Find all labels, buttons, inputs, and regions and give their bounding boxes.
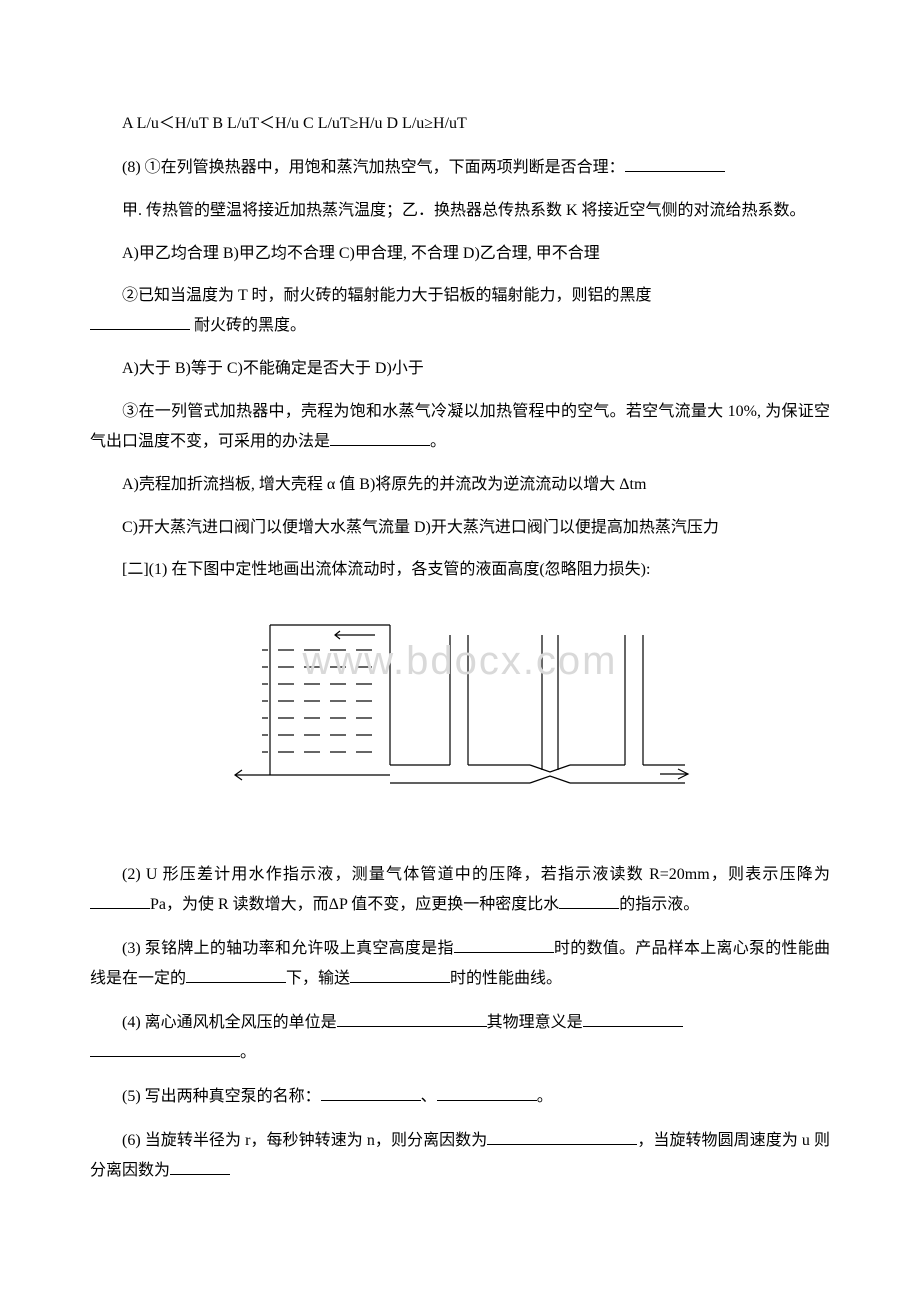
q7-options: A L/u＜H/uT B L/uT＜H/u C L/uT≥H/u D L/u≥H… (90, 110, 830, 139)
s2-q3: (3) 泵铭牌上的轴功率和允许吸上真空高度是指时的数值。产品样本上离心泵的性能曲… (90, 934, 830, 994)
s2-q5: (5) 写出两种真空泵的名称：、。 (90, 1082, 830, 1112)
q8-3-options-2: C)开大蒸汽进口阀门以便增大水蒸气流量 D)开大蒸汽进口阀门以便提高加热蒸汽压力 (90, 514, 830, 543)
s2-q1: [二](1) 在下图中定性地画出流体流动时，各支管的液面高度(忽略阻力损失): (90, 556, 830, 585)
flow-diagram (230, 605, 690, 825)
q8-3: ③在一列管式加热器中，壳程为饱和水蒸气冷凝以加热管程中的空气。若空气流量大 10… (90, 398, 830, 457)
q8-1-body: 甲. 传热管的壁温将接近加热蒸汽温度；乙．换热器总传热系数 K 将接近空气侧的对… (90, 197, 830, 226)
s2-q4: (4) 离心通风机全风压的单位是其物理意义是。 (90, 1008, 830, 1068)
flow-diagram-container: www.bdocx.com (90, 605, 830, 836)
s2-q6: (6) 当旋转半径为 r，每秒钟转速为 n，则分离因数为，当旋转物圆周速度为 u… (90, 1126, 830, 1186)
q8-1-intro: (8) ①在列管换热器中，用饱和蒸汽加热空气，下面两项判断是否合理： (90, 153, 830, 183)
q8-2-options: A)大于 B)等于 C)不能确定是否大于 D)小于 (90, 355, 830, 384)
q8-2: ②已知当温度为 T 时，耐火砖的辐射能力大于铝板的辐射能力，则铝的黑度 耐火砖的… (90, 282, 830, 341)
q8-1-options: A)甲乙均合理 B)甲乙均不合理 C)甲合理, 不合理 D)乙合理, 甲不合理 (90, 240, 830, 269)
q8-3-options-1: A)壳程加折流挡板, 增大壳程 α 值 B)将原先的并流改为逆流流动以增大 Δt… (90, 471, 830, 500)
s2-q2: (2) U 形压差计用水作指示液，测量气体管道中的压降，若指示液读数 R=20m… (90, 861, 830, 920)
